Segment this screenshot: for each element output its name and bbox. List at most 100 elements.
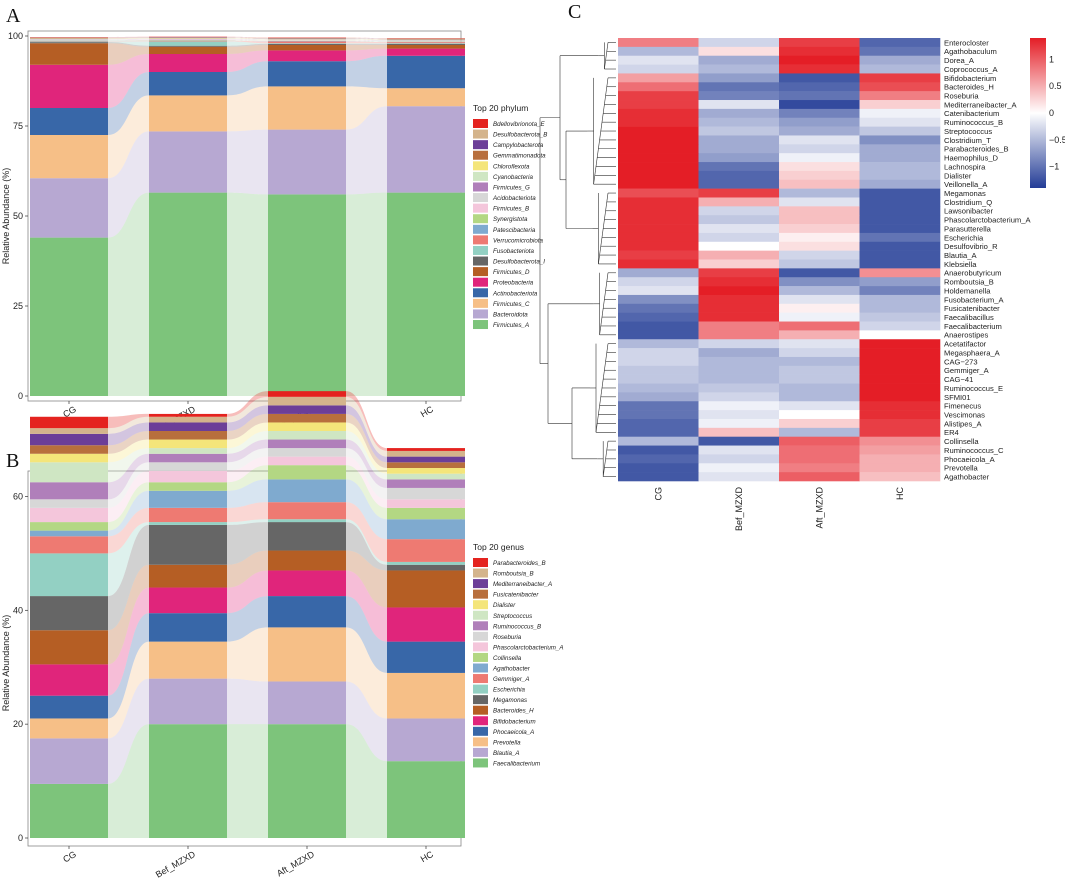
flow-ribbon — [108, 37, 149, 38]
bar-segment — [30, 738, 108, 784]
heatmap-cell — [859, 463, 941, 473]
heatmap-cell — [698, 445, 780, 455]
flow-ribbon — [108, 192, 149, 396]
heatmap-cell — [618, 215, 699, 225]
bar-segment — [30, 42, 108, 44]
heatmap-cell — [779, 126, 860, 136]
bar-segment — [268, 627, 346, 682]
legend-label: Mediterraneibacter_A — [493, 581, 552, 588]
bar-segment — [149, 613, 227, 642]
heatmap-cell — [859, 117, 941, 127]
heatmap-cell — [698, 410, 780, 420]
bar-segment — [268, 431, 346, 440]
heatmap-row-label: Bifidobacterium — [944, 74, 996, 83]
heatmap-cell — [859, 410, 941, 420]
heatmap-cell — [618, 330, 699, 340]
heatmap-cell — [618, 348, 699, 358]
heatmap-cell — [618, 108, 699, 119]
flow-ribbon — [108, 524, 149, 631]
bar-segment — [268, 550, 346, 571]
flow-ribbon — [346, 38, 387, 40]
heatmap-cell — [779, 277, 860, 287]
legend-swatch — [473, 705, 488, 715]
flow-ribbon — [346, 41, 387, 44]
heatmap-cell — [618, 170, 699, 181]
bar-segment — [149, 448, 227, 454]
flow-ribbon — [346, 405, 387, 463]
heatmap-cell — [698, 268, 780, 278]
heatmap-row-label: Haemophilus_D — [944, 154, 999, 163]
flow-ribbon — [227, 86, 268, 132]
heatmap-cell — [698, 330, 780, 340]
bar-segment — [387, 507, 465, 520]
flow-ribbon — [346, 448, 387, 500]
legend-swatch — [473, 309, 488, 319]
flow-ribbon — [227, 550, 268, 588]
flow-ribbon — [108, 564, 149, 665]
bar-segment — [387, 487, 465, 500]
legend-label: Bdellovibrionota_E — [493, 121, 545, 128]
flow-ribbon — [346, 627, 387, 719]
flow-ribbon — [227, 39, 268, 41]
flow-ribbon — [108, 462, 149, 508]
legend-swatch — [473, 161, 488, 171]
heatmap-cell — [618, 135, 699, 145]
flow-ribbon — [108, 724, 149, 838]
heatmap-cell — [779, 197, 860, 207]
bar-segment — [30, 530, 108, 537]
bar-segment — [30, 108, 108, 135]
flow-ribbon — [227, 396, 268, 423]
bar-segment — [30, 553, 108, 597]
bar-segment — [387, 48, 465, 56]
heatmap-row-label: Clostridium_T — [944, 136, 991, 145]
heatmap-cell — [859, 170, 941, 181]
heatmap-cell — [698, 179, 780, 189]
x-tick-label: HC — [419, 849, 436, 864]
bar-segment — [30, 64, 108, 108]
legend-label: Gemmiger_A — [493, 676, 529, 683]
flow-ribbon — [346, 43, 387, 45]
legend-label: Collinsella — [493, 655, 522, 662]
heatmap-cell — [779, 410, 860, 420]
legend-swatch — [473, 621, 488, 631]
flow-ribbon — [346, 431, 387, 480]
bar-segment — [387, 456, 465, 463]
legend-label: Proteobacteria — [493, 280, 534, 287]
legend-swatch — [473, 726, 488, 736]
x-tick-label: Aft_MZXD — [275, 849, 316, 879]
heatmap-cell — [859, 445, 941, 455]
heatmap-cell — [618, 73, 699, 83]
flow-ribbon — [346, 39, 387, 41]
heatmap-cell — [779, 427, 860, 437]
bar-segment — [268, 41, 346, 44]
heatmap-row-label: Megamonas — [944, 189, 986, 198]
heatmap-row-label: Catenibacterium — [944, 109, 999, 118]
heatmap-cell — [618, 365, 699, 375]
heatmap-cell — [698, 472, 780, 482]
bar-segment — [268, 439, 346, 449]
flow-ribbon — [346, 502, 387, 562]
heatmap-column-label: Aft_MZXD — [814, 487, 824, 529]
heatmap-cell — [698, 117, 780, 127]
flow-ribbon — [108, 453, 149, 500]
flow-ribbon — [227, 43, 268, 47]
legend-label: Parabacteroides_B — [493, 560, 546, 567]
heatmap-row-label: Streptococcus — [944, 127, 992, 136]
color-scale-tick-label: 0 — [1049, 108, 1054, 118]
bar-segment — [387, 539, 465, 562]
heatmap-cell — [779, 259, 860, 269]
legend-swatch — [473, 320, 488, 330]
legend-label: Dialister — [493, 602, 516, 609]
flow-ribbon — [227, 41, 268, 46]
heatmap-cell — [698, 197, 780, 207]
bar-segment — [149, 54, 227, 72]
legend-swatch — [473, 288, 488, 298]
heatmap-cell — [779, 463, 860, 473]
heatmap-cell — [859, 277, 941, 287]
legend-label: Chloroflexota — [493, 163, 530, 170]
flow-ribbon — [346, 519, 387, 565]
heatmap-cell — [698, 82, 780, 92]
heatmap-column-label: CG — [653, 487, 663, 501]
heatmap-cell — [618, 250, 699, 260]
legend-swatch — [473, 674, 488, 684]
